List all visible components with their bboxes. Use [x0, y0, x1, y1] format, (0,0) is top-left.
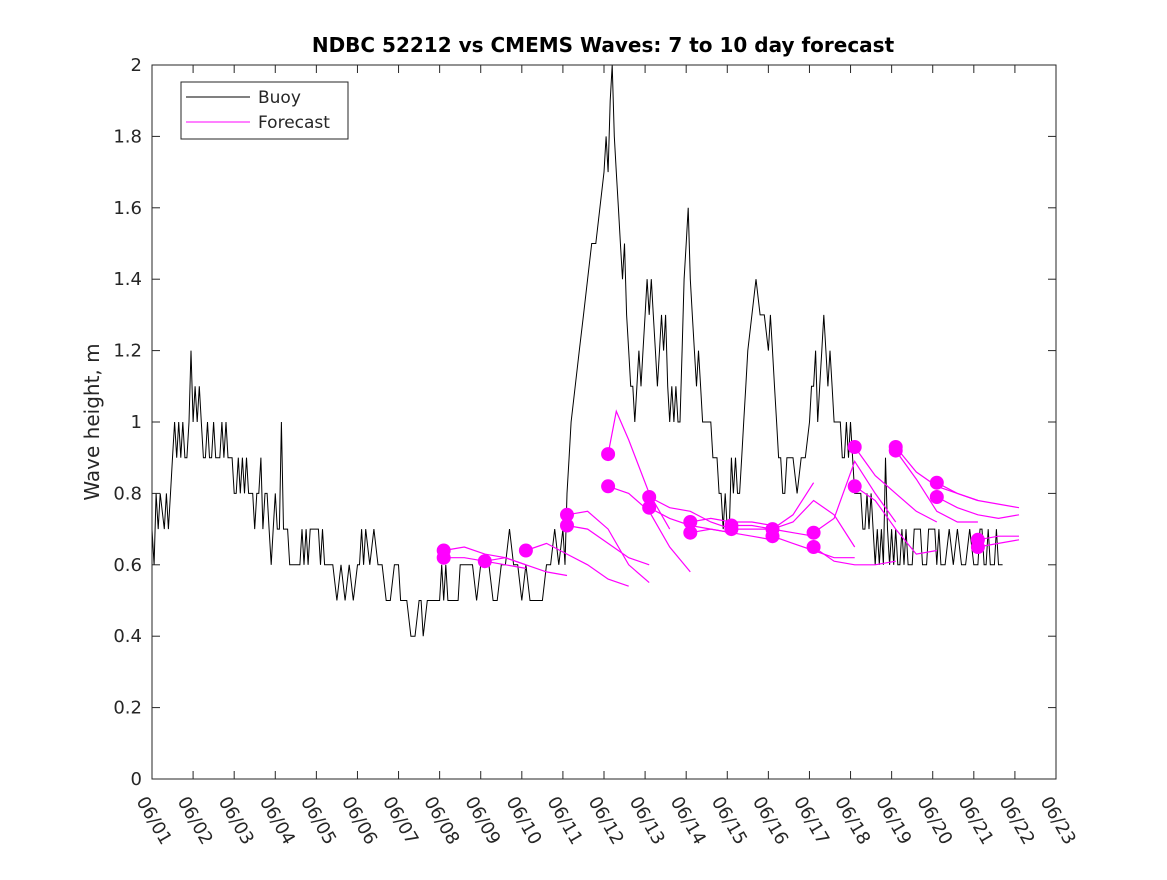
y-axis-label: Wave height, m: [80, 343, 104, 500]
forecast-run-line-4: [525, 542, 629, 587]
y-tick-label: 2: [131, 55, 142, 76]
y-tick-label: 1: [131, 412, 142, 433]
forecast-marker-18: [806, 540, 821, 554]
forecast-marker-4: [518, 543, 533, 558]
forecast-marker-26: [970, 540, 985, 554]
forecast-run-line-20: [854, 485, 937, 555]
y-tick-label: 1.6: [113, 198, 142, 219]
buoy-series-line: [151, 64, 1003, 637]
forecast-marker-6: [560, 518, 574, 533]
y-tick-label: 0.8: [113, 483, 142, 504]
forecast-marker-2: [436, 550, 451, 565]
forecast-run-line-5: [566, 524, 650, 566]
forecast-run-line-7: [607, 409, 671, 530]
forecast-marker-10: [642, 500, 657, 515]
forecast-marker-12: [683, 525, 698, 540]
y-tick-label: 0.2: [113, 698, 142, 719]
forecast-marker-22: [888, 443, 903, 458]
legend-box: [180, 81, 349, 140]
series-layer: [151, 64, 1020, 637]
y-tick-label: 0.6: [113, 555, 142, 576]
legend-label-forecast: Forecast: [258, 113, 330, 133]
forecast-run-line-19: [854, 446, 938, 523]
forecast-marker-8: [601, 479, 616, 494]
forecast-run-line-22: [895, 450, 978, 523]
chart-title: NDBC 52212 vs CMEMS Waves: 7 to 10 day f…: [312, 33, 895, 57]
forecast-run-line-3: [484, 557, 568, 577]
forecast-marker-3: [477, 554, 492, 569]
y-tick-label: 1.2: [113, 341, 142, 362]
forecast-run-line-17: [813, 459, 897, 534]
forecast-run-line-15: [772, 499, 856, 548]
forecast-marker-16: [765, 529, 780, 544]
forecast-marker-24: [929, 490, 944, 504]
legend-label-buoy: Buoy: [258, 88, 301, 108]
forecast-run-line-6: [566, 510, 650, 584]
y-tick-label: 0.4: [113, 626, 142, 647]
forecast-marker-17: [806, 525, 821, 540]
forecast-marker-20: [847, 479, 862, 494]
y-tick-label: 1.8: [113, 126, 142, 147]
y-tick-label: 1.4: [113, 269, 142, 290]
plot-area: [152, 65, 1056, 779]
y-tick-label: 0: [131, 769, 142, 790]
forecast-run-line-9: [648, 496, 732, 530]
forecast-run-line-23: [936, 482, 1020, 509]
forecast-marker-23: [929, 475, 944, 490]
forecast-marker-7: [601, 447, 616, 462]
forecast-run-line-24: [936, 496, 1020, 520]
legend: Buoy Forecast: [180, 81, 349, 140]
forecast-run-line-18: [813, 546, 896, 566]
forecast-marker-19: [847, 440, 862, 454]
forecast-marker-14: [724, 522, 739, 537]
